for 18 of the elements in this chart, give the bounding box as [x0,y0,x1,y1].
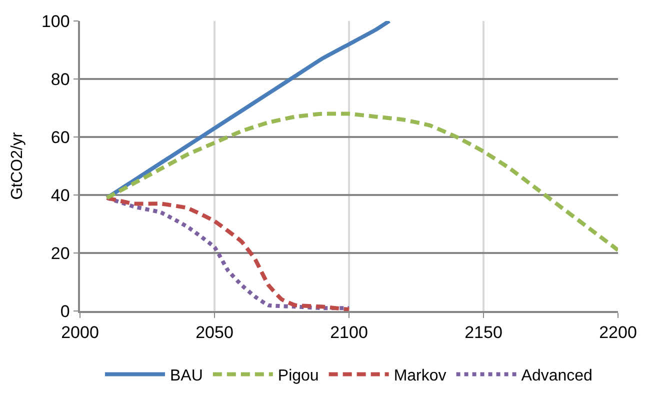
x-tick-label: 2150 [464,323,502,342]
x-tick-label: 2100 [330,323,368,342]
y-axis-title: GtCO2/yr [8,132,26,200]
legend-label: BAU [170,368,203,385]
y-tick-label: 40 [50,186,70,205]
line-series [104,21,392,200]
x-tick-label: 2050 [196,323,234,342]
line-series [104,112,618,252]
x-tick-label: 2200 [599,323,637,342]
y-tick-label: 0 [60,302,70,321]
y-tick-label: 60 [50,128,70,147]
legend-label: Pigou [278,368,319,385]
x-tick-label: 2000 [61,323,99,342]
y-tick-label: 20 [50,244,70,263]
legend-label: Advanced [521,368,592,385]
y-tick-label: 100 [41,12,70,31]
legend-label: Markov [394,368,446,385]
y-tick-label: 80 [50,70,70,89]
